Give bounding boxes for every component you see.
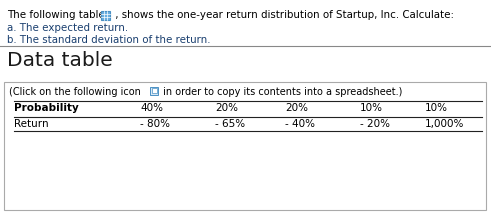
Text: a. The expected return.: a. The expected return. [7,23,128,33]
Text: 10%: 10% [360,103,383,113]
Text: 20%: 20% [285,103,308,113]
Text: - 65%: - 65% [215,119,245,129]
Text: , shows the one-year return distribution of Startup, Inc. Calculate:: , shows the one-year return distribution… [112,10,454,20]
Text: Probability: Probability [14,103,79,113]
Text: - 40%: - 40% [285,119,315,129]
Text: - 20%: - 20% [360,119,390,129]
Text: in order to copy its contents into a spreadsheet.): in order to copy its contents into a spr… [160,87,403,97]
Bar [4,82,486,210]
Text: 1,000%: 1,000% [425,119,464,129]
Text: b. The standard deviation of the return.: b. The standard deviation of the return. [7,35,211,45]
FancyBboxPatch shape [152,88,157,92]
Text: Data table: Data table [7,51,113,70]
Text: The following table,: The following table, [7,10,108,20]
FancyBboxPatch shape [150,86,158,95]
Text: Return: Return [14,119,49,129]
Text: - 80%: - 80% [140,119,170,129]
Text: (Click on the following icon: (Click on the following icon [9,87,141,97]
Text: 40%: 40% [140,103,163,113]
Text: 20%: 20% [215,103,238,113]
FancyBboxPatch shape [101,11,110,20]
Text: 10%: 10% [425,103,448,113]
